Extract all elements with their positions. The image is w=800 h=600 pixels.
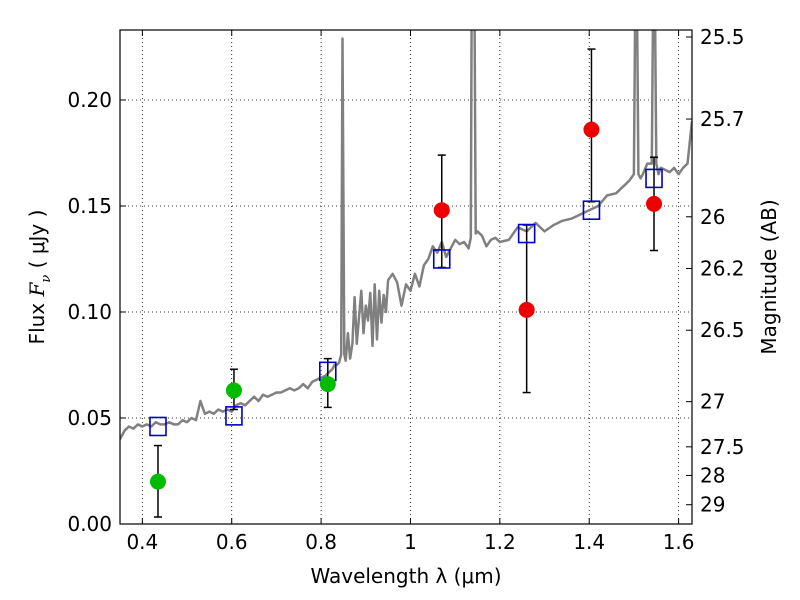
model-photometry-square (517, 223, 536, 244)
x-tick-label: 0.4 (126, 530, 158, 554)
y2-axis-title: Magnitude (AB) (757, 199, 781, 354)
photometry-point (433, 202, 450, 219)
x-axis-title: Wavelength λ (μm) (310, 564, 501, 588)
grid-lines (120, 30, 692, 525)
x-tick-label: 1.4 (573, 530, 605, 554)
model-spectrum-line (120, 30, 692, 440)
y-axis-title: Flux Fν ( μJy ) (25, 210, 54, 345)
y-tick-label: 0.15 (67, 194, 112, 218)
x-tick-label: 1.6 (663, 530, 695, 554)
x-tick-label: 1.2 (484, 530, 516, 554)
y2-tick-label: 29 (700, 493, 725, 517)
photometry-point (518, 301, 535, 318)
plot-frame (119, 29, 693, 525)
y2-tick-label: 27 (700, 390, 725, 414)
photometry-point (319, 376, 336, 393)
error-bars (153, 48, 659, 518)
model-photometry-square (149, 416, 167, 437)
model-photometry-square (645, 168, 663, 189)
y2-tick-label: 25.7 (700, 107, 745, 131)
y2-tick-label: 25.5 (700, 25, 745, 49)
photometry-point (225, 382, 242, 399)
model-photometry-square (432, 249, 451, 269)
data-markers (149, 121, 663, 490)
model-photometry-square (225, 406, 243, 426)
x-tick-label: 1 (404, 530, 417, 554)
x-tick-label: 0.8 (305, 530, 337, 554)
photometry-point (149, 473, 166, 490)
y2-tick-label: 26.5 (700, 318, 745, 342)
photometry-point (646, 195, 663, 212)
photometry-point (583, 121, 600, 138)
y-tick-label: 0.00 (67, 512, 112, 536)
y2-tick-label: 26 (700, 205, 725, 229)
y2-tick-label: 26.2 (700, 257, 745, 281)
y2-tick-label: 27.5 (700, 435, 745, 459)
y-tick-label: 0.05 (67, 406, 112, 430)
model-photometry-square (582, 200, 601, 221)
axis-ticks: 0.4 0.6 0.8 1 1.2 1.4 1.6 0.00 0.05 0.10 0.15 0.20 2… (67, 25, 744, 554)
y-tick-label: 0.20 (67, 88, 112, 112)
x-tick-label: 0.6 (216, 530, 248, 554)
y2-tick-label: 28 (700, 463, 725, 487)
y-tick-label: 0.10 (67, 300, 112, 324)
